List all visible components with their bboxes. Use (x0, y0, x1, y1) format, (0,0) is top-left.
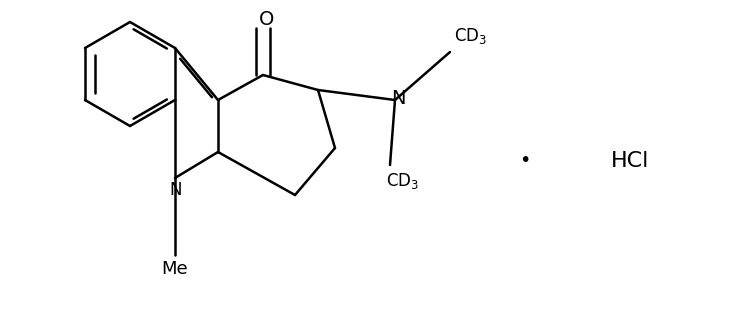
Text: N: N (170, 181, 182, 199)
Text: •: • (519, 151, 531, 170)
Text: N: N (392, 89, 406, 108)
Text: HCl: HCl (612, 151, 649, 171)
Text: Me: Me (162, 260, 188, 278)
Text: CD$_3$: CD$_3$ (387, 171, 419, 191)
Text: CD$_3$: CD$_3$ (454, 27, 487, 46)
Text: O: O (259, 10, 275, 29)
